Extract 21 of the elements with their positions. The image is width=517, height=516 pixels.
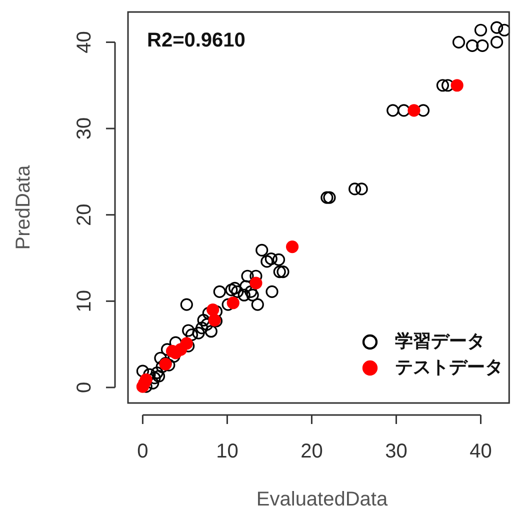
y-tick-label: 10 — [74, 290, 96, 312]
y-tick-label: 30 — [74, 117, 96, 140]
point — [286, 240, 299, 254]
annotation: R2=0.9610 — [147, 30, 246, 52]
x-tick-label: 0 — [137, 440, 148, 463]
legend-label: テストデータ — [395, 356, 503, 377]
x-tick-label: 40 — [470, 440, 492, 463]
y-tick-label: 40 — [74, 31, 96, 54]
legend-label: 学習データ — [395, 330, 485, 351]
x-tick-label: 20 — [300, 440, 323, 463]
y-tick-label: 0 — [74, 382, 96, 394]
point — [226, 296, 240, 310]
point — [408, 104, 420, 117]
x-tick-label: 30 — [385, 440, 408, 463]
point — [206, 303, 220, 316]
point — [250, 276, 262, 290]
point — [450, 79, 464, 92]
x-tick-label: 10 — [216, 440, 238, 463]
x-axis-title: EvaluatedData — [256, 488, 388, 511]
y-axis-title: PredData — [12, 164, 35, 250]
y-tick-label: 20 — [74, 204, 96, 226]
